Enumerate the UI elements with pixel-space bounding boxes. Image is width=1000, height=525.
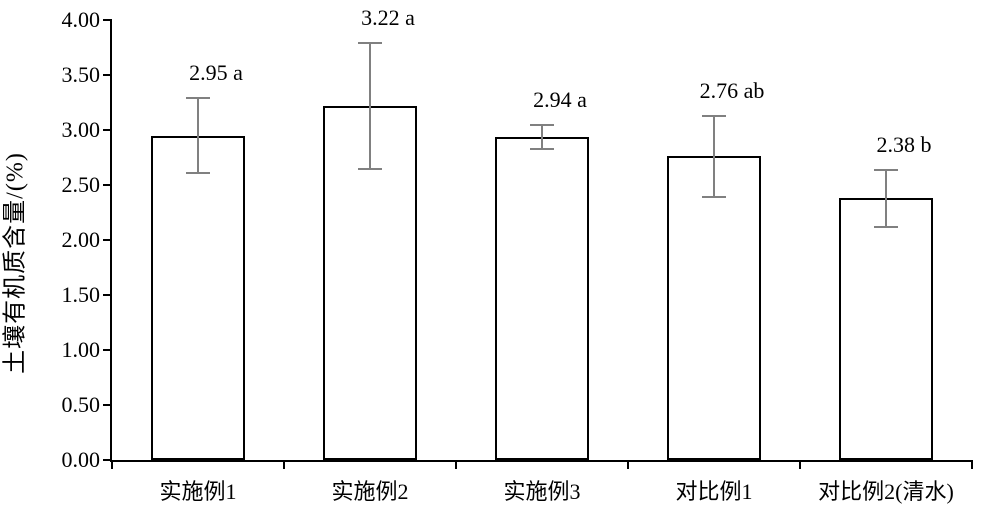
y-axis-title: 土壤有机质含量/(%) bbox=[0, 152, 30, 374]
error-bar-cap bbox=[186, 97, 210, 99]
error-bar-cap bbox=[874, 226, 898, 228]
x-category-label: 对比例1 bbox=[675, 474, 752, 506]
y-tick-label: 2.50 bbox=[62, 172, 101, 198]
bar-value-label: 2.38 b bbox=[877, 132, 932, 158]
bar bbox=[495, 137, 590, 460]
y-tick bbox=[103, 294, 112, 296]
error-bar-cap bbox=[702, 196, 726, 198]
x-category-label: 实施例2 bbox=[331, 474, 408, 506]
y-tick-label: 4.00 bbox=[62, 7, 101, 33]
error-bar-cap bbox=[358, 168, 382, 170]
x-tick bbox=[627, 460, 629, 469]
x-tick bbox=[283, 460, 285, 469]
error-bar bbox=[369, 43, 371, 168]
bar bbox=[839, 198, 934, 460]
y-tick-label: 0.50 bbox=[62, 392, 101, 418]
x-tick bbox=[455, 460, 457, 469]
error-bar-cap bbox=[186, 172, 210, 174]
bar bbox=[667, 156, 762, 460]
error-bar bbox=[885, 170, 887, 227]
chart-container: 土壤有机质含量/(%) 0.000.501.001.502.002.503.00… bbox=[0, 0, 1000, 525]
bar-value-label: 2.95 a bbox=[189, 60, 243, 86]
bar-value-label: 2.94 a bbox=[533, 87, 587, 113]
y-tick-label: 2.00 bbox=[62, 227, 101, 253]
y-tick bbox=[103, 404, 112, 406]
error-bar-cap bbox=[530, 148, 554, 150]
bar bbox=[151, 136, 246, 461]
y-tick bbox=[103, 129, 112, 131]
error-bar-cap bbox=[874, 169, 898, 171]
y-tick bbox=[103, 184, 112, 186]
plot-area: 0.000.501.001.502.002.503.003.504.002.95… bbox=[110, 20, 972, 462]
y-tick-label: 3.00 bbox=[62, 117, 101, 143]
y-tick bbox=[103, 349, 112, 351]
y-tick-label: 1.50 bbox=[62, 282, 101, 308]
error-bar bbox=[197, 98, 199, 173]
y-tick-label: 0.00 bbox=[62, 447, 101, 473]
x-category-label: 实施例3 bbox=[503, 474, 580, 506]
error-bar-cap bbox=[358, 42, 382, 44]
y-tick bbox=[103, 19, 112, 21]
error-bar-cap bbox=[702, 115, 726, 117]
x-tick bbox=[799, 460, 801, 469]
y-tick-label: 3.50 bbox=[62, 62, 101, 88]
x-tick bbox=[971, 460, 973, 469]
bar-value-label: 2.76 ab bbox=[700, 78, 765, 104]
error-bar bbox=[713, 116, 715, 197]
y-tick bbox=[103, 74, 112, 76]
x-tick bbox=[111, 460, 113, 469]
error-bar bbox=[541, 125, 543, 149]
y-tick-label: 1.00 bbox=[62, 337, 101, 363]
y-tick bbox=[103, 239, 112, 241]
x-category-label: 对比例2(清水) bbox=[818, 474, 954, 506]
bar-value-label: 3.22 a bbox=[361, 5, 415, 31]
error-bar-cap bbox=[530, 124, 554, 126]
x-category-label: 实施例1 bbox=[159, 474, 236, 506]
